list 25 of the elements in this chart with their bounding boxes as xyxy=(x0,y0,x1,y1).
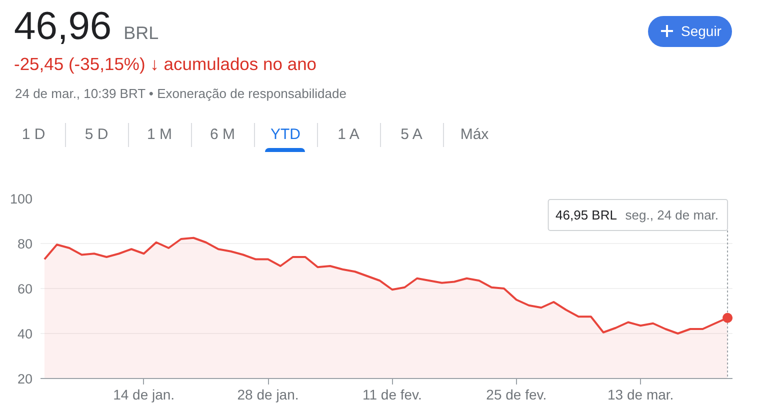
y-tick-label: 20 xyxy=(17,372,33,386)
y-tick-label: 60 xyxy=(17,282,33,296)
text: 1 D xyxy=(20,126,46,144)
y-tick-label: 80 xyxy=(17,236,33,252)
text: 6 M xyxy=(208,126,236,144)
text: 5 D xyxy=(84,126,110,144)
text: 5 A xyxy=(400,126,424,144)
x-tick-label: 25 de fev. xyxy=(486,386,547,402)
y-tick-label: 100 xyxy=(10,192,33,206)
x-tick-label: 28 de jan. xyxy=(237,386,299,402)
chart-title: 46,96 xyxy=(14,5,112,48)
y-tick-label: 40 xyxy=(17,326,33,342)
annotation: 46,95 BRL xyxy=(556,208,617,222)
text: 24 de mar., 10:39 BRT • Exoneração de responsabilidade xyxy=(15,86,346,102)
x-tick-label: 11 de fev. xyxy=(362,386,422,402)
text: 1 M xyxy=(146,126,173,144)
text: Máx xyxy=(459,126,490,144)
x-tick-label: 13 de mar. xyxy=(608,386,674,402)
text: BRL xyxy=(124,23,159,43)
text: Seguir xyxy=(681,22,722,41)
text: 1 A xyxy=(336,126,360,144)
chart-subtitle: -25,45 (-35,15%) ↓ acumulados no ano xyxy=(14,53,317,75)
x-tick-label: 14 de jan. xyxy=(113,386,175,402)
annotation: seg., 24 de mar. xyxy=(625,208,719,222)
text: YTD xyxy=(270,126,302,144)
